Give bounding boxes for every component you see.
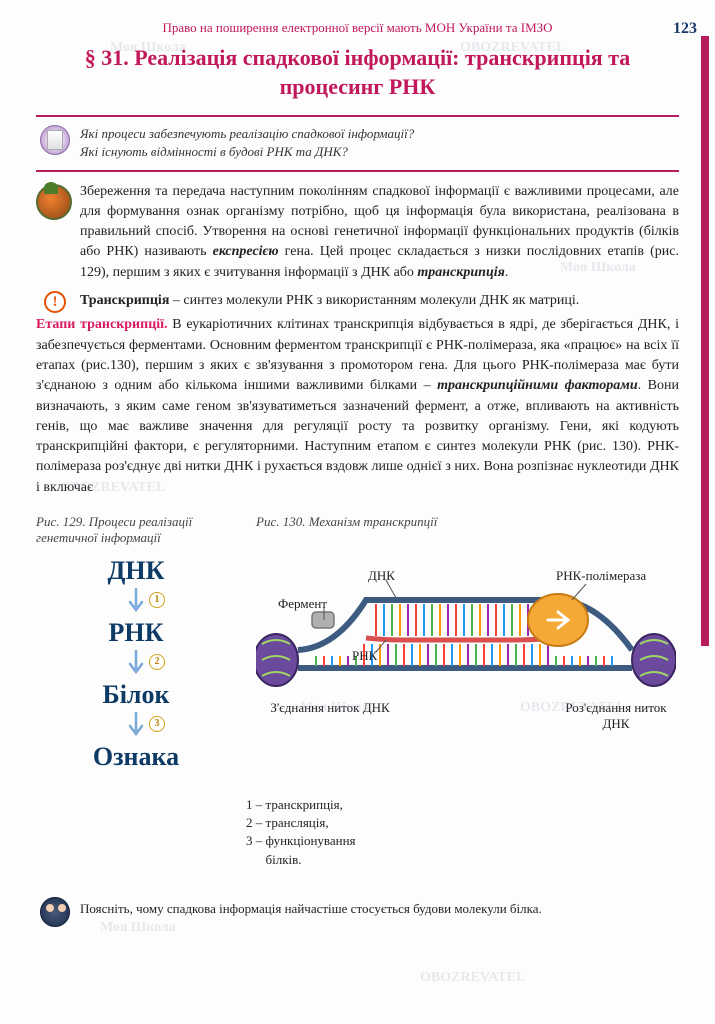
flow-diagram: ДНК 1 РНК 2 Білок 3 Ознака: [36, 556, 236, 772]
flow-rna: РНК: [109, 618, 164, 648]
bottom-question-text: Поясніть, чому спадкова інформація найча…: [80, 901, 542, 916]
flow-arrow-1: 1: [127, 588, 145, 616]
definition-term: Транскрипція: [80, 293, 169, 308]
page: Право на поширення електронної версії ма…: [0, 0, 715, 945]
fig130-caption: Рис. 130. Механізм транскрипції: [256, 514, 679, 530]
figure-129: Рис. 129. Процеси реалізації генетичної …: [36, 514, 236, 869]
flow-num-1: 1: [149, 592, 165, 608]
p2-text-b: . Вони визначають, з яким саме геном зв'…: [36, 378, 679, 494]
intro-icon: [36, 184, 72, 220]
question-icon: [40, 125, 70, 155]
figures-row: Рис. 129. Процеси реалізації генетичної …: [36, 514, 679, 869]
question-1: Які процеси забезпечують реалізацію спад…: [80, 125, 679, 143]
legend-1: 1 – транскрипція,: [246, 796, 679, 814]
label-split: Роз'єднання ниток ДНК: [556, 700, 676, 732]
figure-130: Рис. 130. Механізм транскрипції: [256, 514, 679, 869]
label-polymerase: РНК-полімераза: [556, 568, 646, 584]
section-title: § 31. Реалізація спадкової інформації: т…: [76, 44, 639, 101]
definition-text: – синтез молекули РНК з використанням мо…: [169, 293, 579, 308]
paragraph-2: Етапи транскрипції. В еукаріотичних кліт…: [36, 315, 679, 498]
watermark: OBOZREVATEL: [420, 970, 525, 986]
p1-text-c: .: [505, 265, 509, 280]
definition-block: ! Транскрипція – синтез молекули РНК з в…: [36, 291, 679, 311]
flow-arrow-2: 2: [127, 650, 145, 678]
legend-2: 2 – трансляція,: [246, 814, 679, 832]
side-accent-bar: [701, 36, 709, 646]
term-expression: експресією: [213, 244, 279, 259]
label-join: З'єднання ниток ДНК: [270, 700, 390, 716]
label-rna: РНК: [352, 648, 377, 664]
exclamation-icon: !: [44, 291, 66, 313]
label-ferment: Фермент: [278, 596, 327, 612]
flow-legend: 1 – транскрипція, 2 – трансляція, 3 – фу…: [246, 796, 679, 869]
label-dna: ДНК: [368, 568, 395, 584]
question-2: Які існують відмінності в будові РНК та …: [80, 143, 679, 161]
legend-3: 3 – функціонування: [246, 832, 679, 850]
flow-dna: ДНК: [108, 556, 165, 586]
flow-trait: Ознака: [93, 742, 179, 772]
bottom-question: Поясніть, чому спадкова інформація найча…: [36, 893, 679, 925]
flow-arrow-3: 3: [127, 712, 145, 740]
stages-heading: Етапи транскрипції.: [36, 317, 168, 332]
legend-4: білків.: [246, 851, 679, 869]
term-transcription: транскрипція: [417, 265, 504, 280]
flow-num-3: 3: [149, 716, 165, 732]
term-factors: транскрипційними факторами: [437, 378, 637, 393]
intro-questions: Які процеси забезпечують реалізацію спад…: [36, 115, 679, 171]
flow-num-2: 2: [149, 654, 165, 670]
discussion-icon: [40, 897, 70, 927]
header-note: Право на поширення електронної версії ма…: [36, 20, 679, 36]
flow-protein: Білок: [103, 680, 170, 710]
fig129-caption: Рис. 129. Процеси реалізації генетичної …: [36, 514, 236, 546]
page-number: 123: [673, 20, 697, 38]
transcription-diagram: ДНК РНК-полімераза Фермент РНК З'єднання…: [256, 540, 679, 790]
paragraph-1: Збереження та передача наступним поколін…: [36, 182, 679, 283]
